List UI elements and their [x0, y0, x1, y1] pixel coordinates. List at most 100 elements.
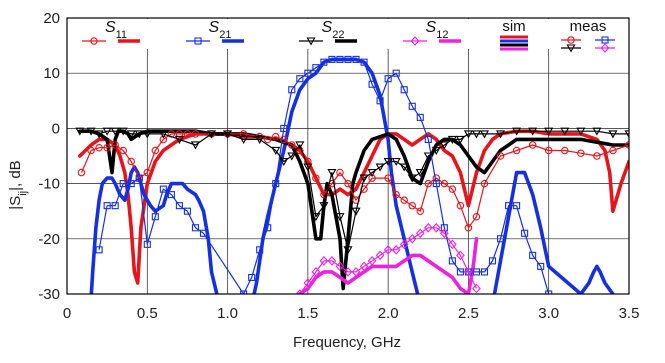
series-s21m-point [416, 113, 424, 121]
series-s22m-point [311, 213, 321, 222]
series-s22m-point [415, 169, 425, 178]
series-s21m-point [529, 251, 537, 259]
x-axis-label: Frequency, GHz [293, 334, 401, 351]
series-s21m-point [199, 229, 208, 237]
series-s21m-point [280, 124, 288, 132]
series-s22m-point [343, 246, 353, 255]
series-s12-sim-line [298, 237, 479, 294]
x-tick-label: 1.5 [297, 305, 318, 322]
series-s22m-point [455, 135, 465, 144]
series-s12m-point [335, 261, 345, 272]
series-s11m-point [143, 168, 152, 177]
series-s11m-point [544, 146, 553, 155]
series-s22m-point [479, 130, 490, 139]
series-s21m-point [432, 180, 440, 188]
series-s11m-point [512, 146, 521, 155]
series-s21m-point [167, 191, 175, 199]
series-s12m-point [456, 250, 465, 261]
series-s12m-point [319, 256, 329, 266]
series-s21m-point [256, 246, 264, 254]
x-tick-label: 3.0 [538, 305, 559, 322]
series-s21m-point [545, 290, 553, 294]
legend-label-sub: 21 [219, 29, 231, 41]
series-s21m-point [312, 64, 320, 72]
series-s21m-point [448, 257, 456, 265]
series-s12m-point [351, 267, 361, 277]
legend-meas-marker [306, 37, 316, 46]
series-s21m-point [304, 69, 312, 77]
series-s11m-point [528, 141, 537, 149]
legend-meas-marker [90, 37, 98, 45]
y-axis-label-sub: ij [17, 191, 29, 196]
series-s12m-point [407, 233, 417, 244]
series-s22m-point [223, 130, 233, 139]
series-s21m-point [472, 268, 481, 276]
series-s21m-point [376, 97, 384, 105]
series-s22m-point [544, 127, 554, 136]
legend-label-sub: 11 [116, 29, 127, 41]
series-s21m-point [135, 174, 143, 182]
series-s21-sim-line [89, 57, 616, 294]
series-s21m-point [175, 202, 183, 210]
series-s22m-point [624, 130, 629, 139]
series-s11m-point [384, 174, 392, 182]
series-s11m-point [561, 146, 569, 155]
series-s11m-point [472, 212, 481, 221]
legend-meas-marker [194, 37, 202, 45]
legend-label-sub: 12 [436, 29, 448, 41]
legend-meas-swatch-marker [567, 36, 575, 44]
series-s21m-point [127, 180, 135, 188]
series-s21m-point [440, 224, 448, 232]
series-s22m-point [319, 202, 329, 211]
series-s21m-point [183, 207, 191, 215]
series-s11m-point [424, 179, 433, 188]
series-s11m-point [111, 141, 119, 149]
series-s22m-point [335, 213, 345, 222]
x-tick-label: 3.5 [619, 305, 640, 322]
series-s12m-point [359, 261, 369, 272]
series-s12m-point [472, 283, 481, 294]
series-s12m-point [375, 250, 385, 261]
legend-background [68, 19, 628, 49]
series-s21m-point [328, 55, 336, 63]
series-s11m-point [191, 130, 200, 138]
series-s22m-point [142, 130, 152, 139]
series-s11m-point [480, 179, 489, 188]
series-s21m-point [95, 246, 103, 254]
series-s21m-point [384, 75, 392, 83]
series-s11m-line [80, 133, 629, 229]
series-s11m-point [609, 146, 617, 155]
series-s11m-point [464, 224, 473, 232]
series-s21m-point [496, 235, 505, 243]
series-s12m-point [383, 245, 393, 255]
series-s22m-point [375, 163, 385, 172]
legend-meas-marker [410, 36, 420, 46]
series-s11m-point [87, 146, 95, 155]
series-s21m-point [521, 229, 529, 237]
series-s21m-point [119, 180, 127, 188]
series-s22m-point [359, 174, 369, 183]
series-s22m-point [463, 130, 473, 139]
x-tick-label: 0 [63, 305, 71, 322]
x-tick-label: 2.0 [378, 305, 399, 322]
series-s11m-point [271, 132, 280, 141]
series-s21m-point [336, 55, 344, 63]
series-s12m-point [423, 222, 433, 233]
series-s21m-point [103, 202, 111, 210]
series-s11m-point [593, 152, 601, 160]
series-s21m-point [240, 290, 248, 294]
series-s21m-point [352, 55, 360, 63]
series-s22m-point [560, 127, 570, 136]
series-s22m-point [75, 127, 85, 136]
series-s21m-point [488, 257, 497, 265]
series-s22m-point [512, 127, 522, 136]
series-s21m-point [191, 224, 200, 232]
series-s11m-point [496, 152, 505, 160]
series-s22m-point [407, 174, 417, 183]
series-s21m-point [392, 69, 400, 77]
series-s22m-point [271, 146, 281, 156]
series-s12m-point [440, 228, 449, 239]
series-s22m-point [431, 146, 441, 156]
series-s12m-point [295, 289, 305, 294]
